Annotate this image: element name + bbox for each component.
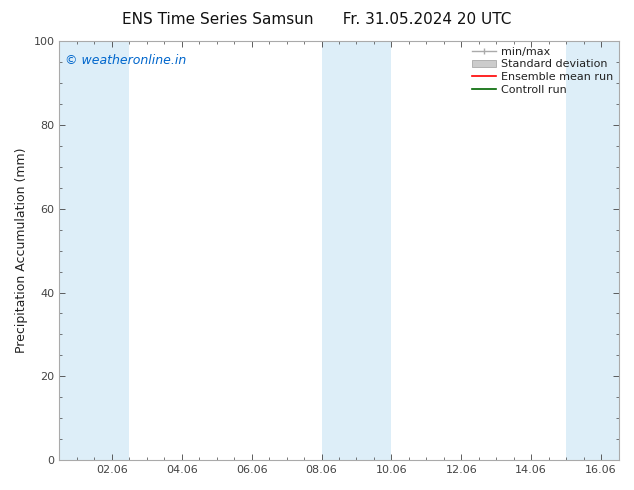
Y-axis label: Precipitation Accumulation (mm): Precipitation Accumulation (mm) (15, 148, 28, 353)
Bar (60, 41, 129, 460)
Legend: min/max, Standard deviation, Ensemble mean run, Controll run: min/max, Standard deviation, Ensemble me… (470, 45, 615, 97)
Text: © weatheronline.in: © weatheronline.in (65, 53, 186, 67)
Text: ENS Time Series Samsun      Fr. 31.05.2024 20 UTC: ENS Time Series Samsun Fr. 31.05.2024 20… (122, 12, 512, 27)
Bar (321, 41, 391, 460)
Bar (566, 41, 619, 460)
